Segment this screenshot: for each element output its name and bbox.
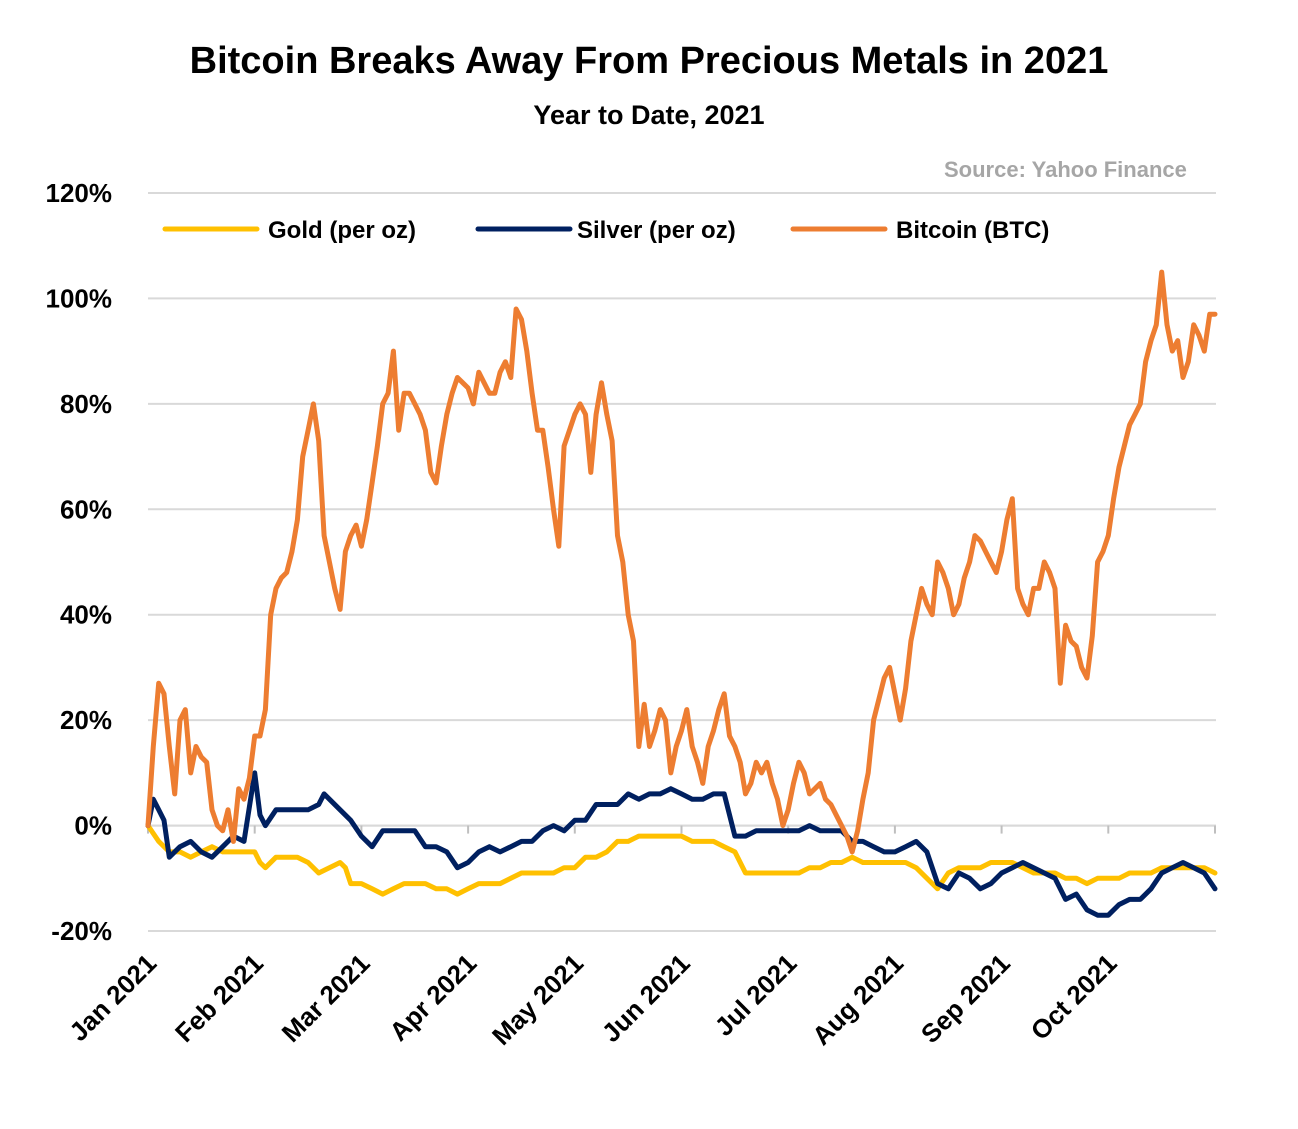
legend-label: Silver (per oz) — [577, 217, 736, 244]
y-tick-label: 100% — [46, 283, 113, 313]
y-tick-label: 0% — [74, 811, 112, 841]
y-tick-label: 20% — [60, 705, 112, 735]
y-tick-label: 120% — [46, 178, 113, 208]
x-tick-label: Feb 2021 — [169, 948, 269, 1048]
x-tick-label: Jun 2021 — [596, 948, 696, 1048]
chart-title: Bitcoin Breaks Away From Precious Metals… — [189, 40, 1109, 82]
x-tick-label: May 2021 — [486, 948, 589, 1051]
x-tick-label: Sep 2021 — [915, 948, 1016, 1049]
x-tick-label: Mar 2021 — [276, 948, 376, 1048]
series-line-3 — [145, 269, 1218, 855]
legend-label: Gold (per oz) — [268, 217, 416, 244]
series-line-2 — [145, 770, 1218, 918]
y-tick-label: 60% — [60, 494, 112, 524]
x-tick-label: Apr 2021 — [383, 948, 482, 1047]
x-tick-label: Aug 2021 — [806, 948, 909, 1051]
x-tick-label: Jul 2021 — [709, 948, 803, 1042]
chart-source: Source: Yahoo Finance — [944, 157, 1187, 182]
y-tick-label: 40% — [60, 600, 112, 630]
series-line-1 — [145, 823, 1218, 897]
legend-label: Bitcoin (BTC) — [896, 217, 1049, 244]
y-tick-label: 80% — [60, 389, 112, 419]
x-tick-label: Jan 2021 — [63, 948, 162, 1047]
chart-subtitle: Year to Date, 2021 — [533, 100, 765, 130]
x-tick-label: Oct 2021 — [1025, 948, 1123, 1046]
y-tick-label: -20% — [51, 916, 112, 946]
